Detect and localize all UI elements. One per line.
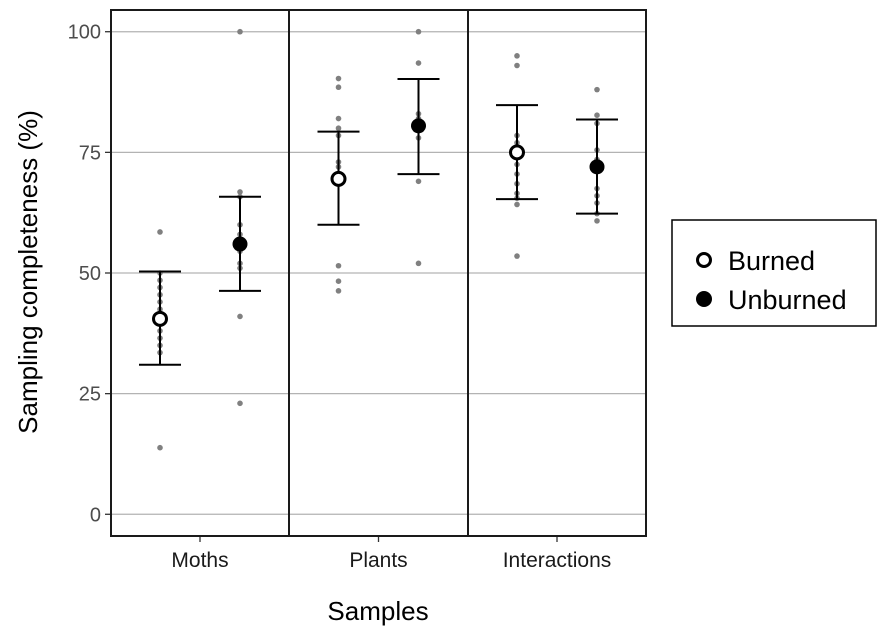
grid-lines bbox=[111, 31, 646, 515]
data-point-burned bbox=[157, 444, 163, 451]
data-point-unburned bbox=[415, 60, 422, 66]
x-tick-label-moths: Moths bbox=[171, 549, 228, 572]
data-point-burned bbox=[157, 229, 163, 235]
data-point-burned bbox=[335, 115, 342, 122]
data-point-burned bbox=[335, 262, 342, 269]
x-axis: Moths Plants Interactions bbox=[171, 536, 611, 572]
mean-marker-unburned bbox=[589, 159, 605, 175]
panel-borders bbox=[110, 9, 647, 537]
legend-key-burned bbox=[696, 252, 712, 268]
x-tick-label-interactions: Interactions bbox=[503, 549, 612, 572]
y-axis-title: Sampling completeness (%) bbox=[13, 110, 43, 434]
data-point-burned bbox=[335, 75, 342, 82]
data-point-burned bbox=[335, 278, 342, 285]
mean-marker-burned bbox=[509, 144, 525, 161]
data-point-unburned bbox=[237, 189, 243, 195]
mean-marker-unburned bbox=[232, 236, 248, 252]
y-tick-label: 75 bbox=[79, 142, 101, 164]
data-point-unburned bbox=[594, 86, 600, 93]
raw-data-points bbox=[157, 28, 600, 451]
x-axis-title: Samples bbox=[327, 596, 428, 626]
data-point-burned bbox=[514, 201, 520, 208]
legend: Burned Unburned bbox=[671, 219, 877, 327]
data-point-unburned bbox=[594, 218, 600, 224]
y-tick-label: 50 bbox=[79, 263, 101, 285]
data-point-burned bbox=[514, 253, 520, 259]
mean-marker-burned bbox=[330, 170, 347, 187]
mean-marker-unburned bbox=[411, 118, 426, 134]
data-point-burned bbox=[335, 288, 342, 294]
data-point-unburned bbox=[237, 313, 243, 320]
mean-marker-burned bbox=[152, 310, 168, 327]
x-tick-label-plants: Plants bbox=[349, 549, 407, 572]
legend-key-unburned bbox=[696, 291, 712, 307]
y-tick-label: 0 bbox=[90, 504, 101, 526]
y-tick-label: 100 bbox=[68, 22, 101, 44]
mean-markers bbox=[152, 118, 605, 327]
y-tick-label: 25 bbox=[79, 384, 101, 406]
data-point-burned bbox=[335, 84, 342, 91]
y-axis: 0 25 50 75 100 bbox=[68, 22, 111, 526]
data-point-burned bbox=[514, 53, 520, 59]
data-point-burned bbox=[514, 62, 520, 69]
panel-border-interactions bbox=[467, 9, 647, 537]
data-point-burned bbox=[335, 125, 342, 132]
legend-box bbox=[671, 219, 877, 327]
data-point-unburned bbox=[415, 260, 422, 267]
legend-label-unburned: Unburned bbox=[728, 285, 847, 315]
data-point-unburned bbox=[594, 112, 600, 118]
data-point-unburned bbox=[237, 400, 243, 407]
data-point-unburned bbox=[415, 28, 422, 35]
legend-label-burned: Burned bbox=[728, 246, 815, 276]
data-point-unburned bbox=[415, 178, 422, 185]
data-point-unburned bbox=[237, 28, 243, 35]
error-bars bbox=[139, 78, 618, 366]
